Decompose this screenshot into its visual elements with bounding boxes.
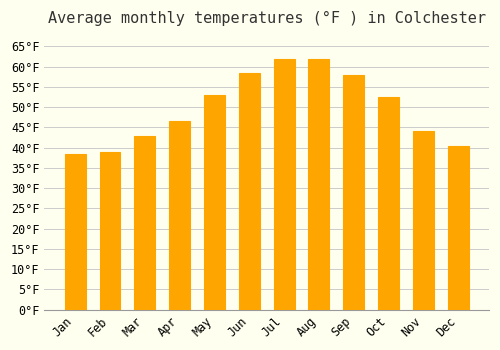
- Bar: [204, 95, 225, 310]
- Bar: [134, 135, 155, 310]
- Bar: [274, 58, 294, 310]
- Bar: [308, 58, 330, 310]
- Bar: [239, 73, 260, 310]
- Bar: [64, 154, 86, 310]
- Bar: [448, 146, 468, 310]
- Bar: [169, 121, 190, 310]
- Bar: [378, 97, 399, 310]
- Bar: [413, 132, 434, 310]
- Bar: [100, 152, 120, 310]
- Title: Average monthly temperatures (°F ) in Colchester: Average monthly temperatures (°F ) in Co…: [48, 11, 486, 26]
- Bar: [344, 75, 364, 310]
